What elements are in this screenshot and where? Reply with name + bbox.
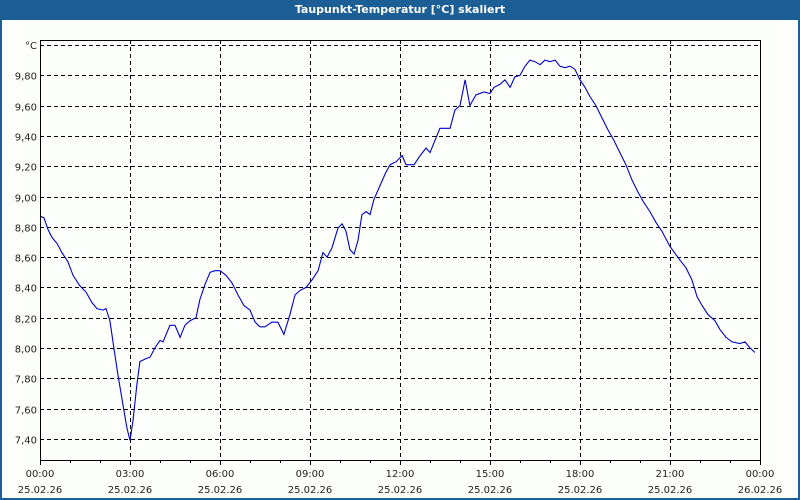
x-tick-time: 00:00 (26, 469, 55, 480)
x-tick-time: 12:00 (386, 469, 415, 480)
x-tick-time: 18:00 (566, 469, 595, 480)
y-tick-label: 9,80 (15, 72, 37, 83)
x-tick-date: 25.02.26 (18, 485, 63, 496)
y-tick-label: 8,00 (15, 345, 37, 356)
y-tick-label: 7,60 (15, 406, 37, 417)
plot-frame (40, 40, 761, 461)
x-tick-date: 25.02.26 (378, 485, 423, 496)
x-tick-date: 25.02.26 (648, 485, 693, 496)
x-tick-time: 15:00 (476, 469, 505, 480)
x-tick-time: 00:00 (746, 469, 775, 480)
x-tick-date: 26.02.26 (738, 485, 783, 496)
x-tick-date: 25.02.26 (198, 485, 243, 496)
x-tick-time: 03:00 (116, 469, 145, 480)
y-tick-label: 9,40 (15, 133, 37, 144)
x-tick-date: 25.02.26 (558, 485, 603, 496)
y-tick-label: 7,40 (15, 436, 37, 447)
y-tick-label: 9,60 (15, 103, 37, 114)
y-tick-label: 9,00 (15, 194, 37, 205)
x-tick-date: 25.02.26 (468, 485, 513, 496)
y-unit-label: °C (25, 41, 37, 52)
x-tick-date: 25.02.26 (108, 485, 153, 496)
y-tick-label: 9,20 (15, 163, 37, 174)
dew-point-line (39, 59, 756, 441)
y-axis-labels: °C 9,80 9,60 9,40 9,20 9,00 8,80 8,60 8,40 8,20 8,… (15, 41, 37, 447)
x-tick-time: 21:00 (656, 469, 685, 480)
x-tick-time: 09:00 (296, 469, 325, 480)
y-tick-label: 8,20 (15, 315, 37, 326)
y-tick-label: 8,40 (15, 284, 37, 295)
x-tick-time: 06:00 (206, 469, 235, 480)
y-tick-label: 7,80 (15, 375, 37, 386)
chart-title-bar: Taupunkt-Temperatur [°C] skaliert (0, 0, 800, 20)
y-tick-label: 8,80 (15, 224, 37, 235)
y-tick-label: 8,60 (15, 254, 37, 265)
x-axis-labels: 00:00 25.02.26 03:00 25.02.26 06:00 25.02.26 0… (18, 469, 783, 496)
x-tick-date: 25.02.26 (288, 485, 333, 496)
grid-lines (40, 40, 761, 465)
